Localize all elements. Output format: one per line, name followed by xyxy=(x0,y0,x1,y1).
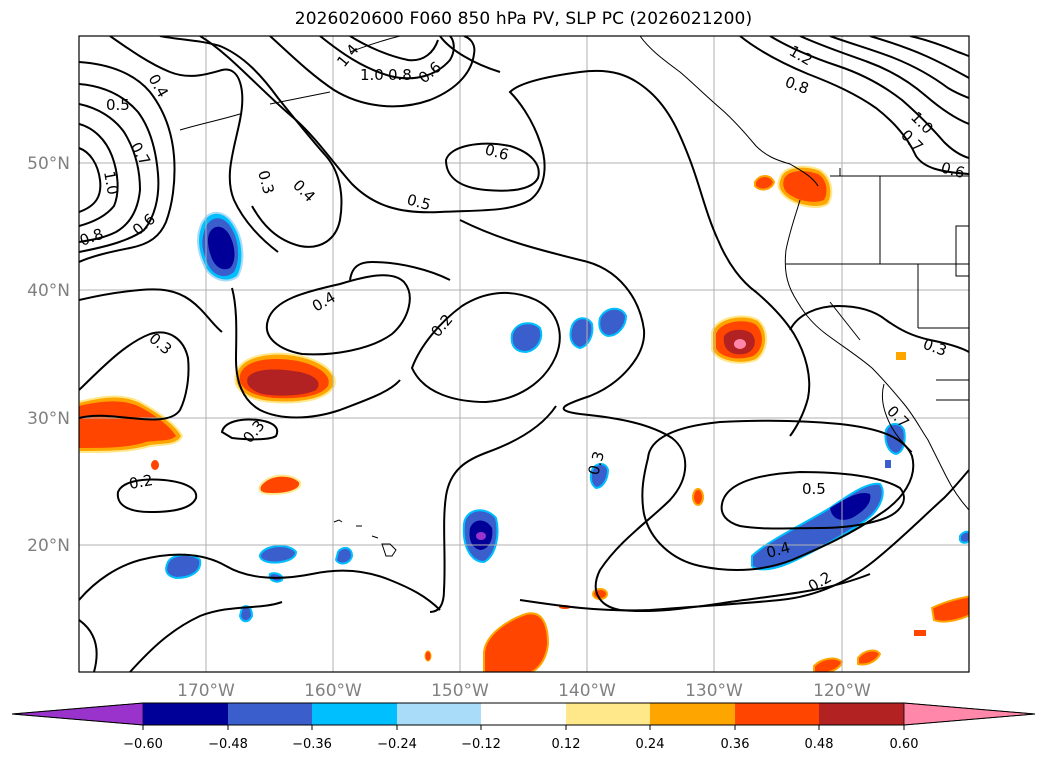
pv-shading xyxy=(79,165,969,672)
contour-label: 1.0 xyxy=(360,66,384,84)
map-frame xyxy=(78,35,970,673)
colorbar-tick: 0.36 xyxy=(721,737,750,752)
lon-label-170w: 170°W xyxy=(177,681,235,701)
colorbar-tick: 0.60 xyxy=(890,737,919,752)
slp-contours xyxy=(79,36,969,672)
map-background xyxy=(79,36,969,672)
colorbar-tick: −0.36 xyxy=(292,737,332,752)
latitude-labels: 50°N 40°N 30°N 20°N xyxy=(27,154,70,556)
colorbar-tick: 0.12 xyxy=(552,737,581,752)
contour-label: 0.8 xyxy=(388,66,412,84)
colorbar-tick: −0.48 xyxy=(208,737,248,752)
contour-label: 0.5 xyxy=(405,190,433,214)
lon-label-150w: 150°W xyxy=(431,681,489,701)
graticule xyxy=(79,36,969,672)
hawaiian-islands xyxy=(333,519,397,557)
colorbar: −0.60 −0.48 −0.36 −0.24 −0.12 0.12 0.24 … xyxy=(11,702,1036,752)
lat-label-20n: 20°N xyxy=(27,536,70,556)
lat-label-40n: 40°N xyxy=(27,281,70,301)
colorbar-tick: −0.60 xyxy=(123,737,163,752)
contour-label: 0.5 xyxy=(106,96,130,114)
colorbar-tick: −0.12 xyxy=(461,737,501,752)
colorbar-tick: 0.48 xyxy=(805,737,834,752)
contour-label: 0.4 xyxy=(764,538,792,562)
map-title: 2026020600 F060 850 hPa PV, SLP PC (2026… xyxy=(294,9,753,29)
colorbar-tick: 0.24 xyxy=(636,737,665,752)
colorbar-extend-high xyxy=(903,702,1036,726)
lat-label-30n: 30°N xyxy=(27,409,70,429)
lon-label-120w: 120°W xyxy=(813,681,871,701)
contour-label: 0.3 xyxy=(254,168,278,196)
contour-label: 1.0 xyxy=(100,170,122,197)
contour-label: 0.3 xyxy=(584,449,608,477)
lon-label-160w: 160°W xyxy=(304,681,362,701)
contour-label: 0.5 xyxy=(802,480,826,498)
lon-label-140w: 140°W xyxy=(558,681,616,701)
coastlines xyxy=(179,36,969,511)
lon-label-130w: 130°W xyxy=(685,681,743,701)
lat-label-50n: 50°N xyxy=(27,154,70,174)
colorbar-extend-low xyxy=(11,702,144,726)
contour-label: 0.6 xyxy=(483,140,511,164)
contour-label: 0.6 xyxy=(939,158,967,182)
contour-label: 0.2 xyxy=(128,471,155,493)
longitude-labels: 170°W 160°W 150°W 140°W 130°W 120°W xyxy=(177,681,871,701)
colorbar-tick: −0.24 xyxy=(377,737,417,752)
